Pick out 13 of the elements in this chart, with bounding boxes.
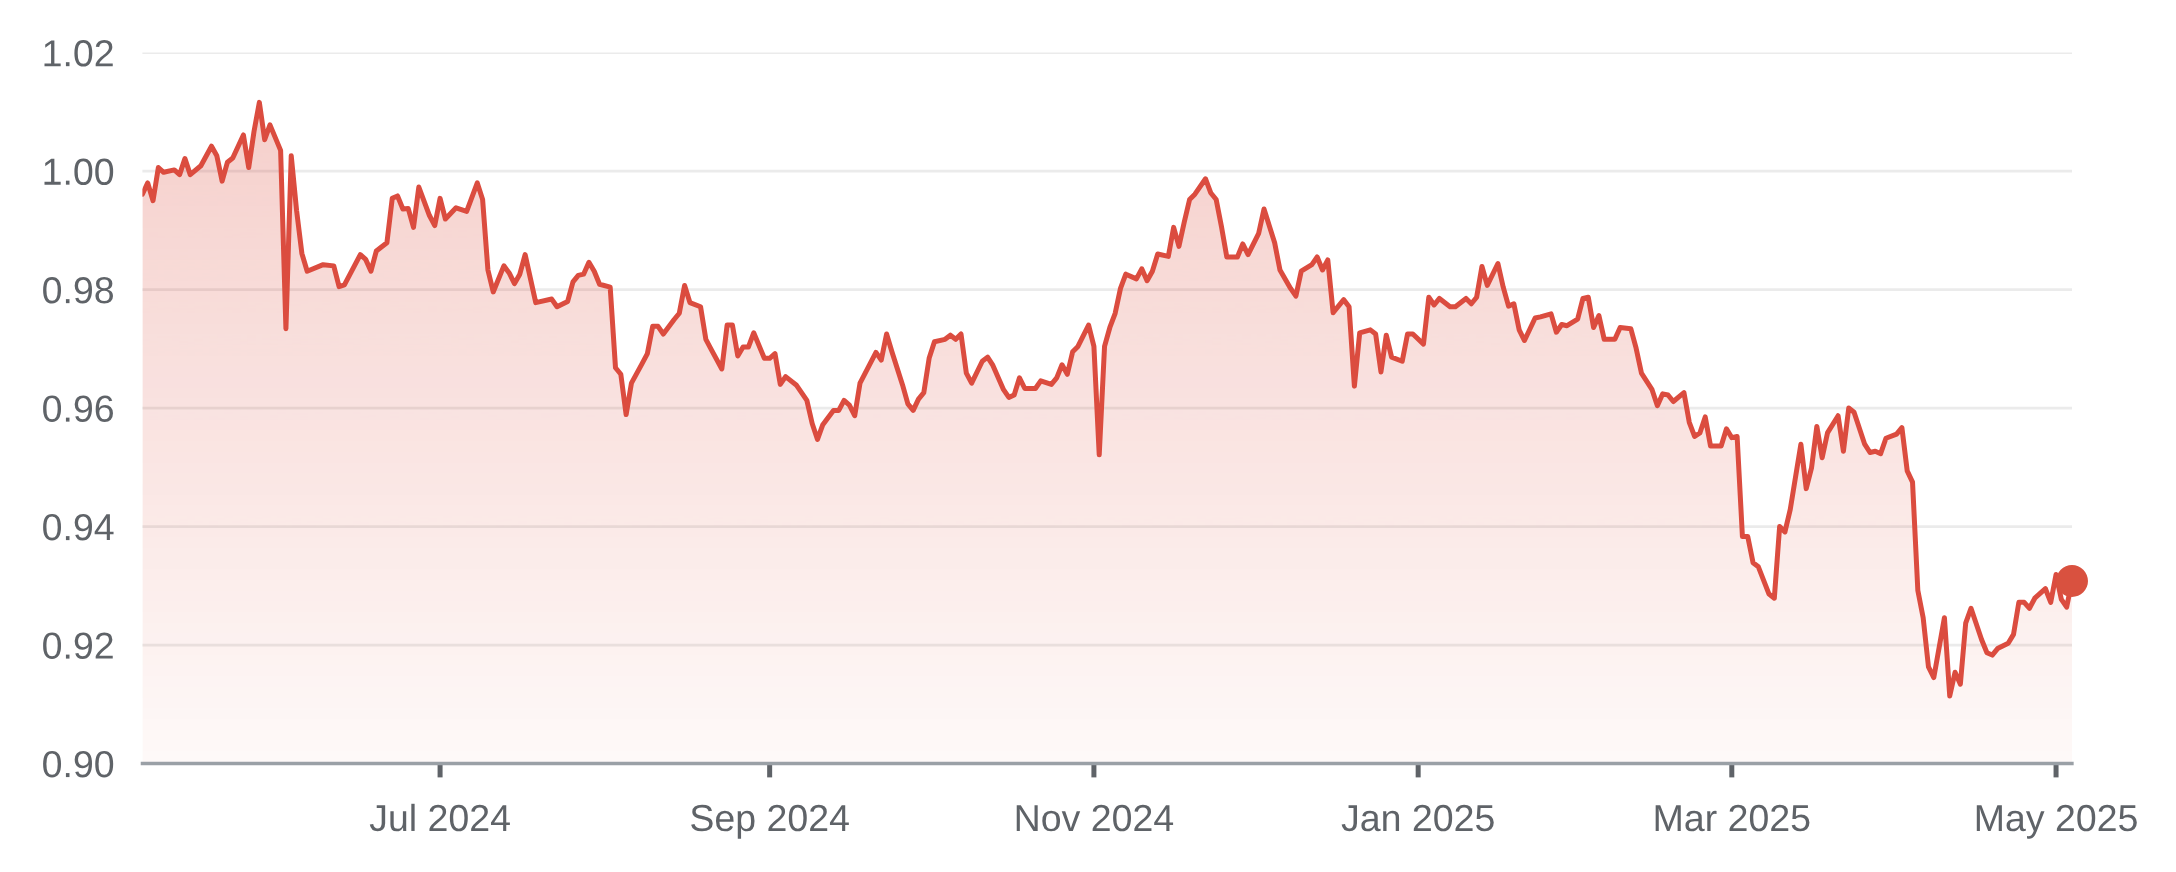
x-tick-label: Sep 2024: [691, 804, 849, 839]
y-tick-label: 1.02: [44, 40, 113, 67]
y-tick-label: 0.92: [43, 632, 113, 659]
x-tick-label: Mar 2025: [1655, 804, 1810, 832]
y-tick-label: 0.98: [43, 276, 113, 304]
y-tick-label: 0.90: [43, 750, 114, 778]
y-tick-label: 1.00: [44, 158, 114, 186]
x-tick-label: Nov 2024: [1016, 804, 1174, 832]
x-tick-label: May 2025: [1976, 804, 2137, 839]
y-tick-label: 0.96: [43, 395, 113, 423]
x-tick-label: Jan 2025: [1341, 804, 1494, 832]
y-tick-label: 0.94: [43, 513, 114, 541]
x-tick-label: Jul 2024: [369, 803, 510, 832]
